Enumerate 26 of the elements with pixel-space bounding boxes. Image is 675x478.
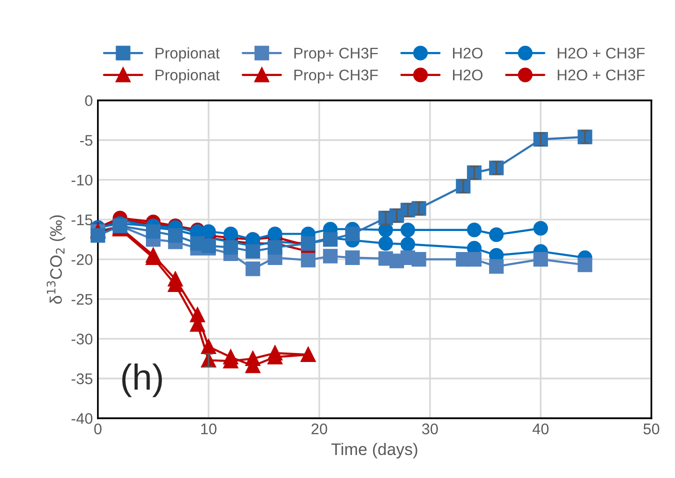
legend-label: Prop+ CH3F: [294, 70, 378, 84]
y-tick-label: 0: [85, 95, 92, 106]
legend-label: Prop+ CH3F: [294, 48, 378, 62]
x-tick-label: 0: [94, 424, 102, 434]
x-tick-label: 50: [643, 424, 660, 434]
legend-label: Propionat: [156, 47, 220, 62]
x-tick-label: 10: [201, 424, 216, 434]
legend-label: H2O + CH3F: [558, 48, 645, 59]
y-tick-label: -15: [72, 214, 92, 226]
y-tick-label: -30: [72, 334, 92, 344]
legend-label: Propionat: [156, 69, 220, 84]
x-tick-label: 40: [532, 424, 549, 434]
annotation: (h): [122, 363, 162, 398]
y-tick-label: -35: [72, 373, 92, 384]
y-tick-label: -5: [80, 135, 92, 146]
x-tick-label: 20: [312, 424, 328, 434]
y-tick-label: -10: [72, 174, 92, 186]
y-tick-label: -20: [72, 254, 92, 265]
legend-label: H2O: [453, 70, 482, 80]
y-tick-label: -25: [72, 294, 92, 305]
legend-label: H2O + CH3F: [558, 70, 645, 80]
x-tick-label: 30: [422, 424, 438, 434]
x-axis-title: Time (days): [331, 442, 418, 458]
y-axis-title: δ$^{13}$CO$_{2}$ (‰): [46, 215, 66, 304]
legend-label: H2O: [453, 48, 482, 59]
y-tick-label: -40: [72, 413, 92, 424]
